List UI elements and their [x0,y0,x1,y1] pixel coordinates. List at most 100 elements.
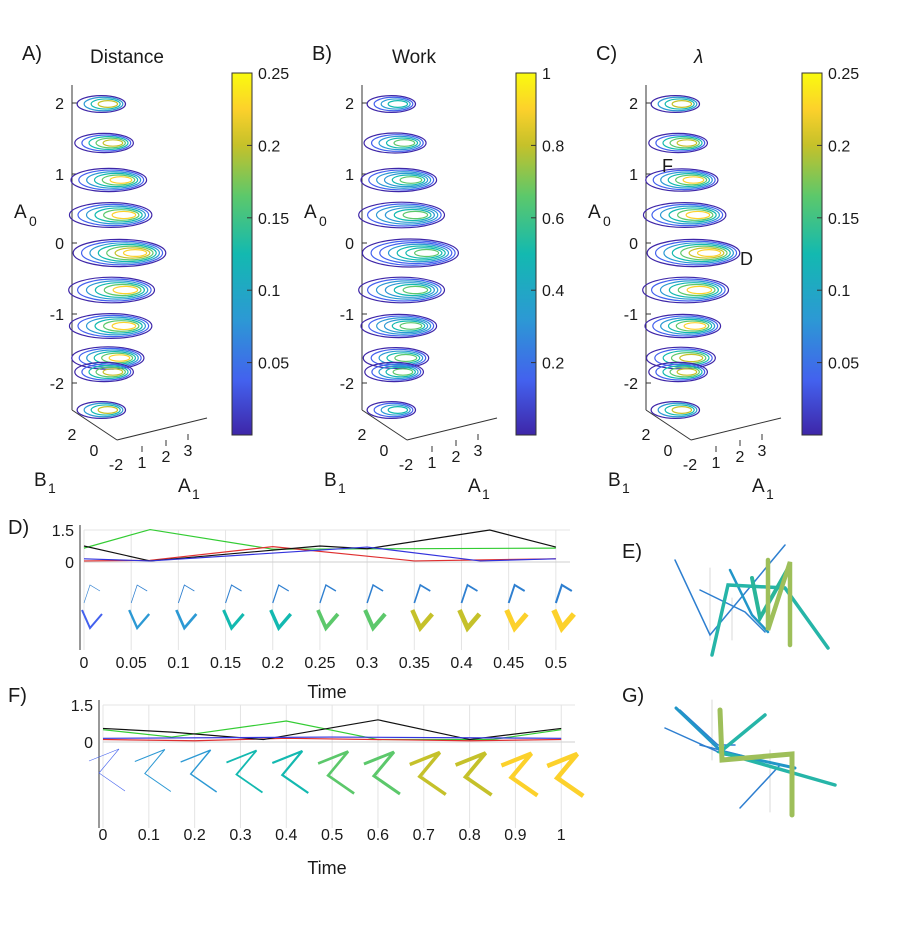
contour-line [106,245,154,261]
z-tick-label: -2 [340,376,354,393]
contour-line [385,366,416,378]
panel-c: C) λ 210-1-2A 020-2B 11 2 3A 1 0.250.20.150.1… [588,43,859,502]
contour-line [642,276,730,304]
b1-axis-label: B [34,470,47,491]
contour-slice [68,313,153,340]
stick-frame-thin [460,583,478,604]
contour-line [659,205,720,225]
contour-line [111,321,137,331]
contour-slice [642,202,727,229]
series-line-blue [83,546,556,562]
contour-line [76,94,127,113]
stick-frame-thick [551,608,576,634]
z-tick-label: -1 [50,307,64,324]
stick-frame [409,750,447,796]
y-tick-label: 0 [65,555,74,572]
stick-frame [134,749,172,792]
x-tick-label: 0.8 [458,827,480,844]
contour-line [676,139,698,147]
contour-line [683,322,707,330]
contour-line [391,174,426,186]
contour-line [659,280,723,300]
stick-frame-thick [363,609,387,632]
contour-line [387,243,450,263]
contour-slice [650,94,701,113]
contour-line [88,365,129,380]
stick-frame-thin [177,584,195,604]
colorbar-tick-label: 0.8 [542,138,564,155]
contour-line [373,402,414,418]
contour-line [414,248,440,258]
contour-line [68,202,153,229]
contour-line [676,209,714,221]
contour-line [657,402,698,418]
stick-frame [271,749,309,794]
chart-title: Work [392,47,436,68]
panel-a: A) Distance 210-1-2A 020-2B 11 2 3A 1 0.250.2… [14,43,289,502]
a1-axis-label: A [178,476,191,497]
y-tick-label: 1.5 [52,523,74,540]
contour-line [682,176,705,184]
z-axis-label-sub: 0 [319,213,327,229]
stick-frame [500,751,539,798]
panel-g: G) [622,685,837,818]
contour-line [378,135,421,151]
contour-line [654,240,738,266]
colorbar-tick-label: 0.15 [258,211,289,228]
contour-line [645,168,719,192]
a1-axis-line [406,417,498,441]
contour-line [657,96,698,112]
contour-line [685,210,711,220]
contour-line [655,363,706,381]
x-tick-label: 0.35 [399,655,430,672]
contour-line [90,98,121,110]
contour-line [384,282,435,298]
x-tick-label: 0.3 [229,827,251,844]
axes-3d: 210-1-2A 020-2B 11 2 3A 1 [588,85,782,502]
x-tick-label: 0.1 [167,655,189,672]
contour-line [375,280,439,300]
x-tick-label: 0.2 [262,655,284,672]
contour-slices [642,94,741,420]
contour-slice [648,132,709,154]
contour-line [370,240,456,266]
contour-line [366,278,442,302]
a1-axis-label-sub: 1 [766,486,774,502]
a1-tick-label: 3 [184,443,193,460]
contour-line [392,368,414,376]
b1-tick-label: 0 [90,443,99,460]
x-tick-label: 0.4 [450,655,472,672]
b1-tick-label: -2 [683,457,697,474]
panel-label: B) [312,43,332,65]
contour-line [650,94,701,113]
colorbar-gradient [801,72,823,436]
contour-line [387,100,409,108]
contour-slice [360,167,438,193]
contour-line [387,406,409,414]
panel-label: E) [622,541,642,563]
z-tick-label: -1 [624,307,638,324]
x-tick-label: 0 [80,655,89,672]
contour-slice [360,313,438,339]
contour-line [671,100,693,108]
contour-line [375,205,439,225]
contour-line [97,243,157,263]
contour-slice [68,202,153,229]
stick-frame [699,589,766,633]
contour-line [663,242,734,264]
colorbar-tick-label: 0.25 [828,66,859,83]
series-line-black [83,529,556,562]
x-tick-label: 0.6 [367,827,389,844]
contour-line [362,347,430,370]
b1-tick-label: 2 [68,427,77,444]
z-tick-label: -1 [340,307,354,324]
contour-line [394,353,418,363]
contour-line [90,404,121,416]
contour-line [76,401,127,420]
contour-slices [358,94,459,420]
series-line-green [83,528,556,550]
contour-line [662,365,703,380]
contour-line [671,243,731,263]
contour-line [95,137,126,149]
a1-tick-label: 2 [736,449,745,466]
